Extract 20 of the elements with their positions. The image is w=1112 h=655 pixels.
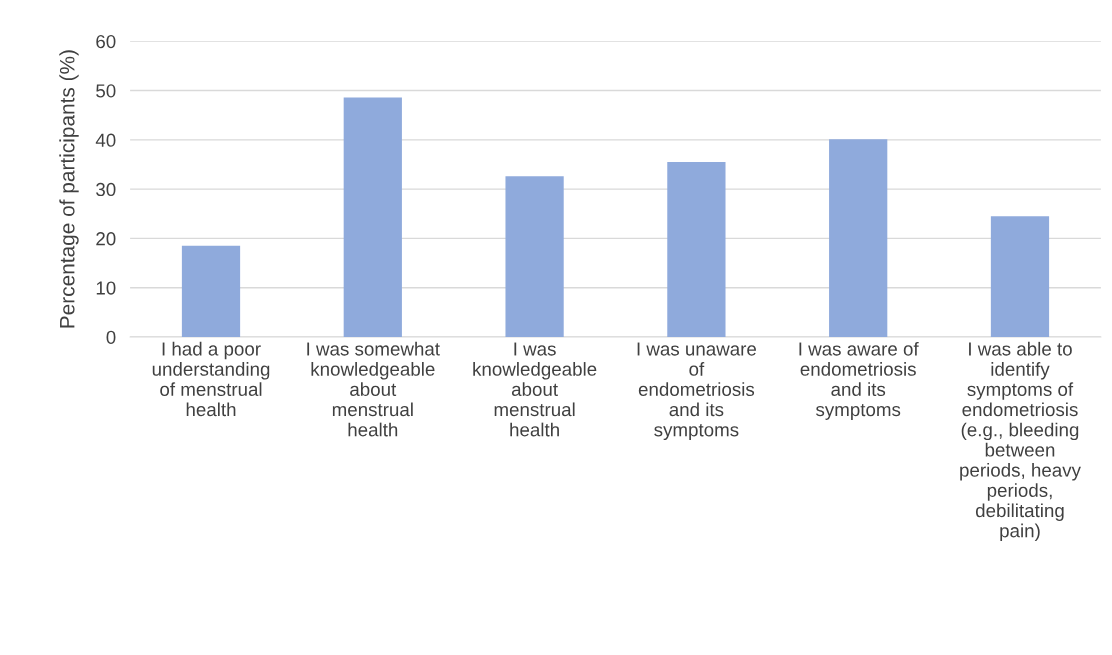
x-tick-label: I was somewhat knowledgeable about menstrual health (307, 341, 440, 437)
category-label: I was able to identify symptoms of endometriosis (e.g., bleeding between periods, heavy periods, debilitating pain) (960, 341, 1081, 542)
y-tick-label: 10 (96, 281, 116, 295)
bar (990, 216, 1050, 337)
y-tick-label: 20 (96, 232, 116, 246)
y-tick-label: 40 (95, 133, 116, 147)
bar (829, 139, 888, 337)
x-tick-label: I was unaware of endometriosis and its symptoms (637, 342, 757, 441)
y-tick-label: 0 (106, 330, 116, 344)
bar (343, 97, 402, 337)
bar (505, 176, 564, 337)
y-tick-label: 30 (96, 182, 116, 197)
bar (667, 162, 726, 337)
y-axis-title: Percentage of participants (%) (59, 50, 79, 328)
bar (181, 245, 241, 337)
x-tick-label: I was aware of endometriosis and its symptoms (799, 341, 919, 420)
y-tick-label: 50 (96, 84, 116, 98)
x-tick-label: I had a poor understanding of menstrual health (152, 341, 270, 417)
x-tick-label: I was knowledgeable about menstrual health (473, 342, 597, 437)
y-tick-label: 60 (96, 34, 116, 49)
